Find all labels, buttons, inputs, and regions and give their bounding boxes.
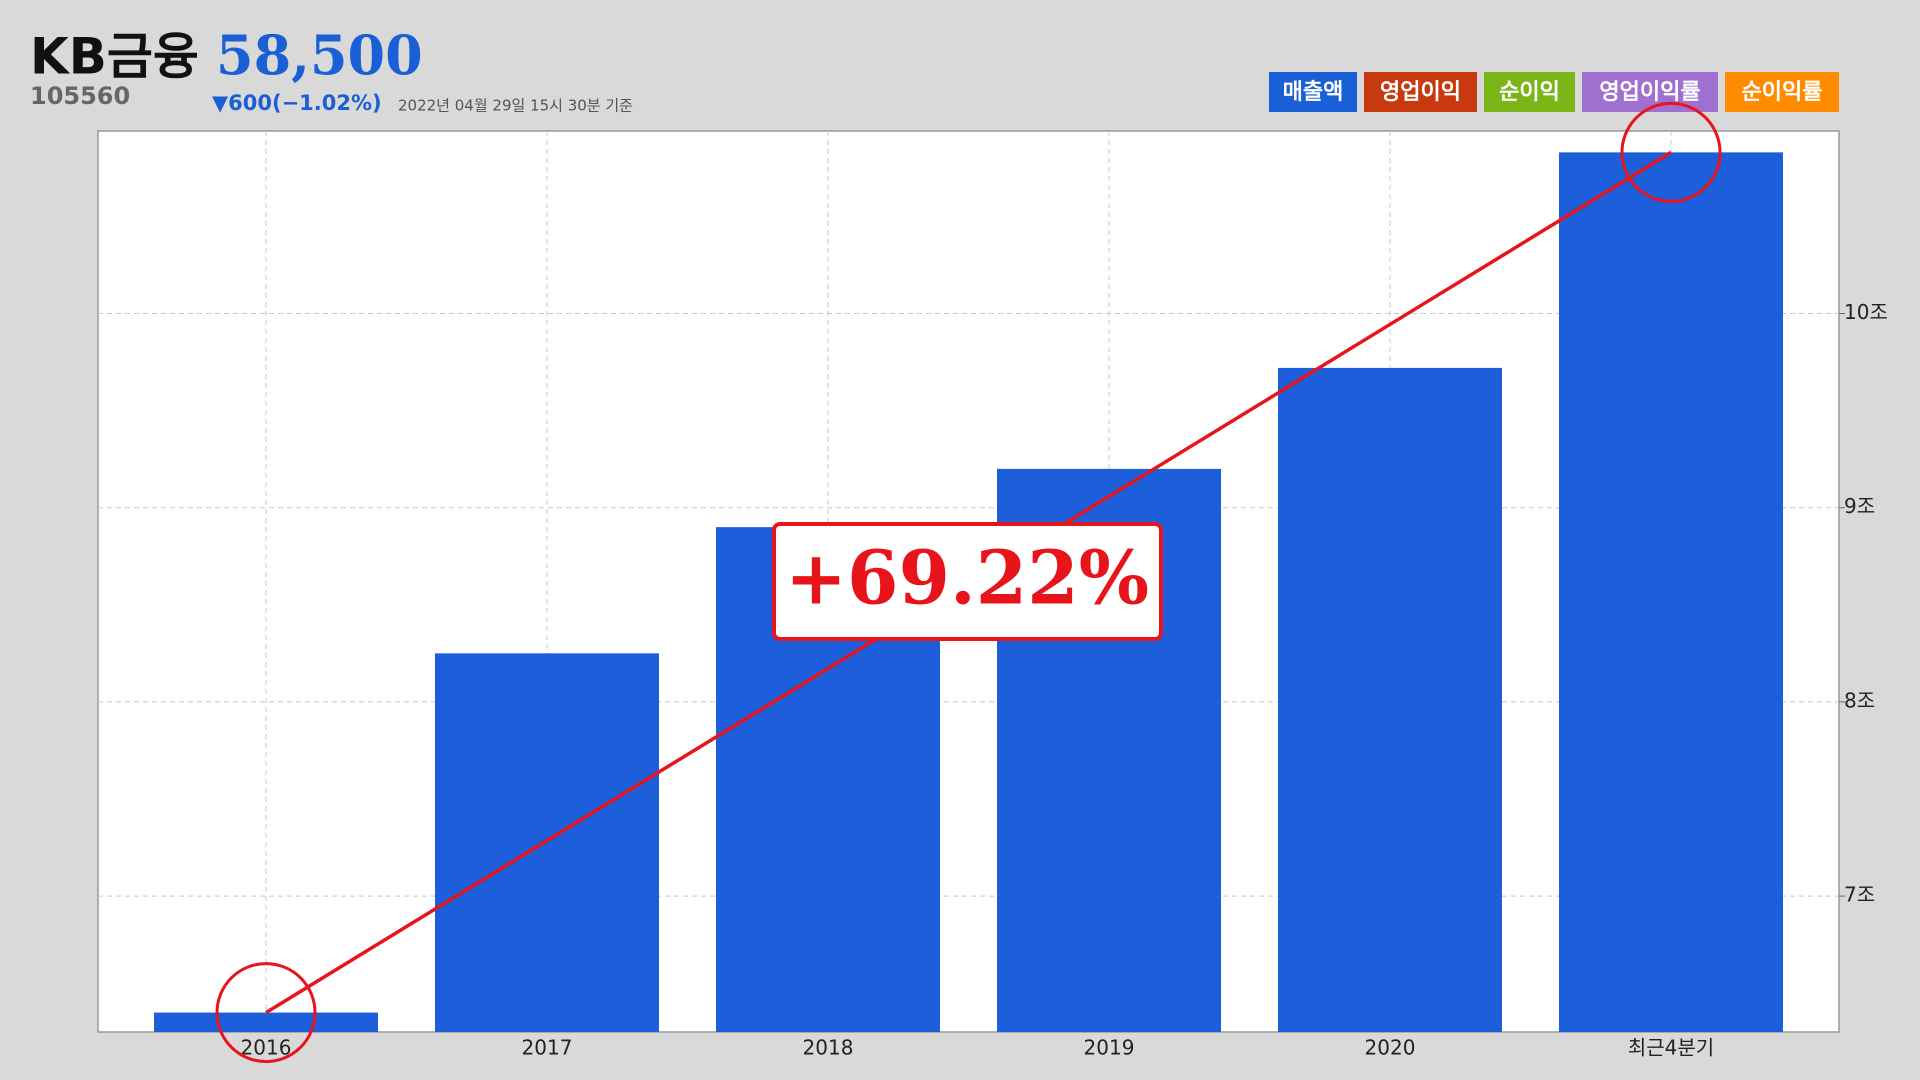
x-tick-label: 최근4분기 xyxy=(1628,1036,1714,1060)
metric-tab-label[interactable]: 영업이익 xyxy=(1380,80,1461,105)
x-tick-label: 2016 xyxy=(241,1036,292,1060)
y-tick-label: 7조 xyxy=(1844,883,1875,907)
metric-tab[interactable] xyxy=(1484,72,1575,112)
y-tick-label: 10조 xyxy=(1844,300,1888,324)
metric-tab-label[interactable]: 영업이익률 xyxy=(1599,80,1700,105)
bar xyxy=(154,1012,378,1032)
bar xyxy=(1559,152,1783,1032)
metric-tab[interactable] xyxy=(1582,72,1718,112)
timestamp: 2022년 04월 29일 15시 30분 기준 xyxy=(398,97,633,115)
x-tick-label: 2020 xyxy=(1365,1036,1416,1060)
stock-code: 105560 xyxy=(30,82,130,110)
metric-tab-label[interactable]: 순이익률 xyxy=(1742,80,1823,105)
x-tick-label: 2018 xyxy=(803,1036,854,1060)
annotation: +69.22% xyxy=(785,536,1149,622)
metric-tab[interactable] xyxy=(1364,72,1477,112)
metric-tab-label[interactable]: 매출액 xyxy=(1283,80,1344,105)
stock-name: KB금융 xyxy=(30,28,199,86)
annotation-box xyxy=(772,522,1163,641)
y-tick-label: 8조 xyxy=(1844,688,1875,712)
highlight-circle xyxy=(215,962,317,1064)
x-tick-label: 2019 xyxy=(1084,1036,1135,1060)
metric-tab-label[interactable]: 순이익 xyxy=(1499,80,1560,105)
highlight-circle xyxy=(1620,101,1722,203)
metric-tab[interactable] xyxy=(1725,72,1839,112)
metric-tab[interactable] xyxy=(1269,72,1357,112)
bar xyxy=(435,653,659,1032)
y-tick-label: 9조 xyxy=(1844,494,1875,518)
stock-price: 58,500 xyxy=(216,23,423,87)
x-tick-label: 2017 xyxy=(522,1036,573,1060)
bar xyxy=(1278,367,1502,1032)
price-change: ▼600(−1.02%) xyxy=(212,91,382,115)
